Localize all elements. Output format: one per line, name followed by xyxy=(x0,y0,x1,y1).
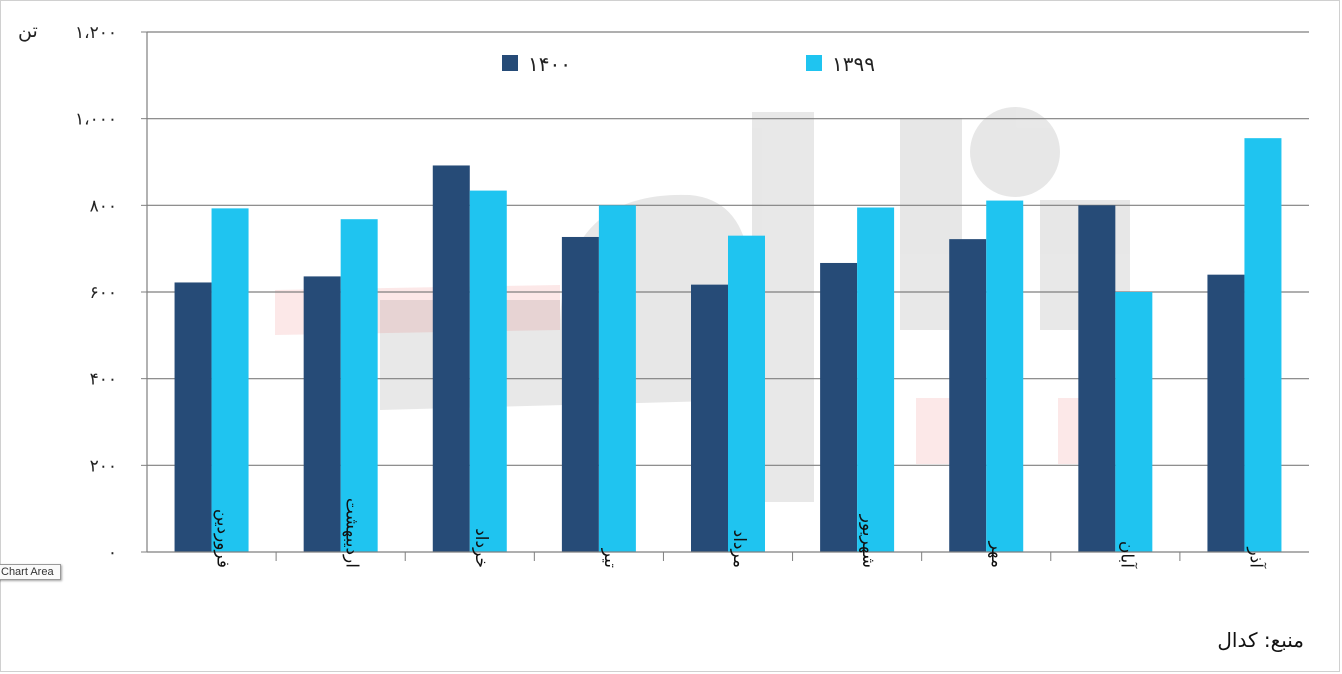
bar-series2-2 xyxy=(469,190,507,552)
axes-group xyxy=(141,31,1309,561)
x-category-label-0: فروردین xyxy=(213,509,233,568)
x-category-labels: فروردین اردیبهشت خرداد تیر مرداد شهریور مهر آبا… xyxy=(213,498,1268,569)
x-category-label-4: مرداد xyxy=(729,530,749,568)
bar-series1-5 xyxy=(820,262,858,552)
x-category-label-7: آبان xyxy=(1116,541,1138,569)
x-category-label-3: تیر xyxy=(600,548,620,569)
bar-series2-3 xyxy=(598,205,636,553)
legend: ۱۴۰۰ ۱۳۹۹ xyxy=(502,52,875,76)
bar-series2-1 xyxy=(340,219,378,552)
legend-label-1: ۱۳۹۹ xyxy=(832,52,875,76)
legend-swatch-1 xyxy=(806,55,822,71)
x-category-label-5: شهریور xyxy=(858,514,878,568)
y-tick-label-2: ۴۰۰ xyxy=(90,370,117,390)
legend-label-0: ۱۴۰۰ xyxy=(528,52,571,76)
y-tick-label-5: ۱،۰۰۰ xyxy=(75,110,117,130)
bar-series1-7 xyxy=(1078,205,1116,553)
y-tick-label-3: ۶۰۰ xyxy=(90,283,117,303)
bar-series2-0 xyxy=(211,208,249,552)
bar-series1-4 xyxy=(691,284,728,552)
x-category-label-8: آذر xyxy=(1245,546,1267,569)
bar-series1-2 xyxy=(432,165,470,552)
x-category-label-6: مهر xyxy=(987,541,1007,568)
x-category-label-1: اردیبهشت xyxy=(342,498,362,568)
bar-series1-0 xyxy=(174,282,212,552)
y-tick-label-6: ۱،۲۰۰ xyxy=(75,23,117,43)
bar-series2-8 xyxy=(1244,138,1282,552)
legend-swatch-0 xyxy=(502,55,518,71)
bar-series2-6 xyxy=(986,200,1024,553)
bar-series1-6 xyxy=(949,239,987,552)
y-tick-label-0: ۰ xyxy=(108,543,117,563)
bar-series1-3 xyxy=(561,236,599,552)
source-note: منبع: کدال xyxy=(1217,628,1304,652)
unit-label: تن xyxy=(18,20,38,42)
chart-area-tooltip: Chart Area xyxy=(0,564,61,580)
y-tick-labels: ۰ ۲۰۰ ۴۰۰ ۶۰۰ ۸۰۰ ۱،۰۰۰ ۱،۲۰۰ xyxy=(75,23,117,563)
bar-series2-4 xyxy=(728,235,765,552)
bar-series2-5 xyxy=(857,207,895,552)
y-tick-label-4: ۸۰۰ xyxy=(90,196,117,216)
bar-series1-8 xyxy=(1207,274,1245,552)
bars-group xyxy=(174,138,1282,553)
bar-series1-1 xyxy=(303,276,341,552)
bar-series2-7 xyxy=(1115,292,1153,552)
x-category-label-2: خرداد xyxy=(471,528,491,568)
y-tick-label-1: ۲۰۰ xyxy=(90,456,117,476)
